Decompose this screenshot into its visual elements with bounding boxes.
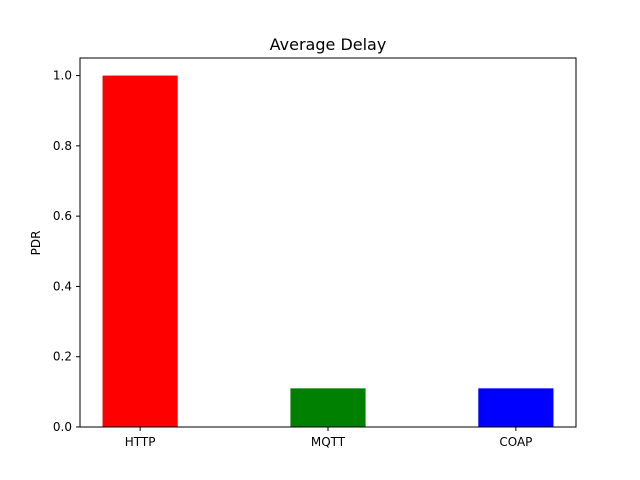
y-tick-label: 0.0 <box>53 420 72 434</box>
bar-coap <box>478 388 554 427</box>
y-tick-label: 0.6 <box>53 209 72 223</box>
y-tick-label: 0.8 <box>53 139 72 153</box>
y-axis-label: PDR <box>29 231 43 256</box>
y-tick-label: 0.2 <box>53 350 72 364</box>
y-axis-ticks: 0.0 0.2 0.4 0.6 0.8 1.0 <box>53 69 80 434</box>
x-tick-label: COAP <box>499 435 532 449</box>
x-tick-label: MQTT <box>311 435 346 449</box>
plot-area-frame <box>79 57 577 428</box>
x-tick-label: HTTP <box>125 435 156 449</box>
bar-http <box>102 75 178 427</box>
bar-mqtt <box>290 388 366 427</box>
chart-title: Average Delay <box>270 35 387 54</box>
y-tick-label: 1.0 <box>53 69 72 83</box>
x-axis-ticks: HTTP MQTT COAP <box>125 427 532 449</box>
bars-group <box>102 75 554 427</box>
y-tick-label: 0.4 <box>53 279 72 293</box>
